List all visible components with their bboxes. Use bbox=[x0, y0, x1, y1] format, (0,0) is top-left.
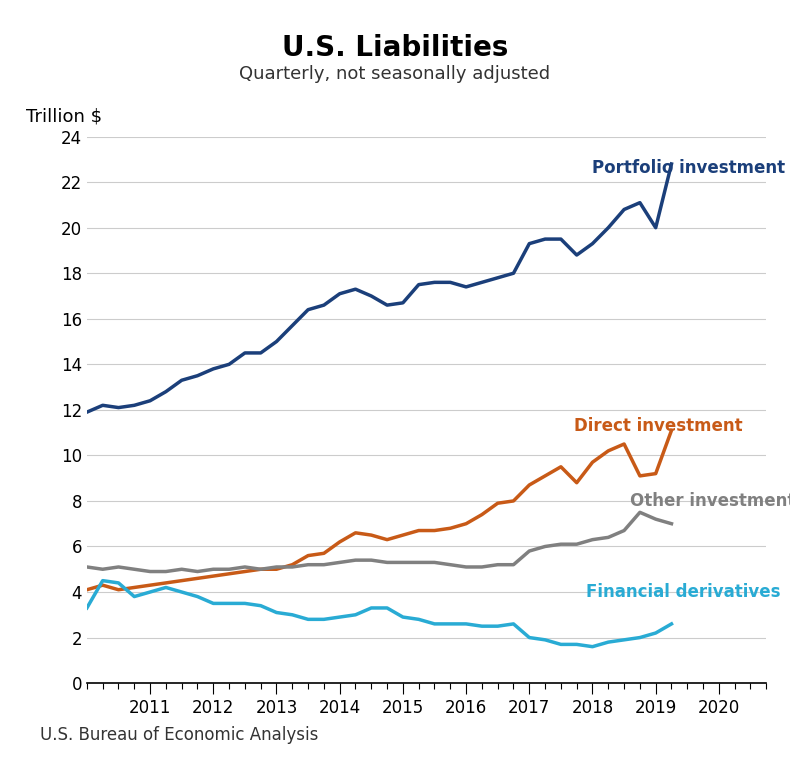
Text: Other investment: Other investment bbox=[630, 492, 790, 510]
Text: Direct investment: Direct investment bbox=[574, 417, 742, 435]
Text: Trillion $: Trillion $ bbox=[26, 108, 102, 126]
Text: U.S. Liabilities: U.S. Liabilities bbox=[282, 34, 508, 62]
Text: Quarterly, not seasonally adjusted: Quarterly, not seasonally adjusted bbox=[239, 65, 551, 83]
Text: Financial derivatives: Financial derivatives bbox=[586, 583, 781, 601]
Text: U.S. Bureau of Economic Analysis: U.S. Bureau of Economic Analysis bbox=[40, 726, 318, 744]
Text: Portfolio investment: Portfolio investment bbox=[592, 159, 785, 178]
